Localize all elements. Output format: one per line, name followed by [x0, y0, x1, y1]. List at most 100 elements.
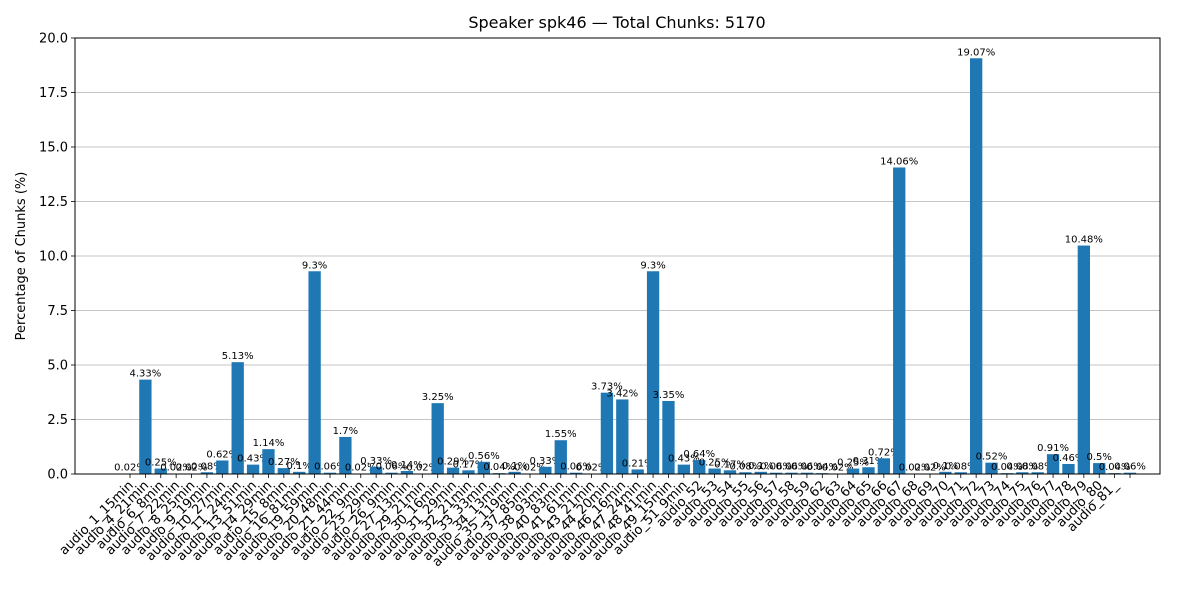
- value-label: 0.21%: [622, 458, 654, 469]
- bar: [893, 167, 906, 474]
- value-label: 0.06%: [314, 462, 346, 473]
- value-label: 0.1%: [933, 461, 958, 472]
- value-label: 0.17%: [714, 459, 746, 470]
- value-label: 3.73%: [591, 382, 623, 393]
- value-label: 0.02%: [114, 463, 146, 474]
- value-label: 0.04%: [806, 462, 838, 473]
- y-axis-label: Percentage of Chunks (%): [14, 172, 29, 341]
- value-label: 9.3%: [640, 260, 665, 271]
- value-label: 0.08%: [1006, 461, 1038, 472]
- value-label: 0.06%: [776, 462, 808, 473]
- value-label: 0.06%: [1114, 462, 1146, 473]
- value-label: 3.25%: [422, 392, 454, 403]
- bar: [1031, 472, 1044, 474]
- value-label: 0.25%: [837, 458, 869, 469]
- value-label: 0.04%: [1099, 462, 1131, 473]
- bar: [800, 472, 814, 474]
- value-label: 0.43%: [237, 454, 269, 465]
- value-label: 0.31%: [853, 456, 885, 467]
- value-label: 0.33%: [529, 456, 561, 467]
- bar: [616, 399, 629, 474]
- y-tick-label: 12.5: [39, 195, 68, 210]
- value-label: 0.91%: [1037, 443, 1069, 454]
- bar: [1046, 454, 1060, 474]
- value-label: 0.56%: [468, 451, 500, 462]
- value-label: 0.62%: [206, 449, 238, 460]
- value-label: 0.08%: [729, 461, 761, 472]
- value-label: 0.02%: [345, 463, 377, 474]
- value-label: 0.25%: [145, 458, 177, 469]
- bar: [462, 470, 475, 474]
- bar: [693, 460, 706, 474]
- value-label: 0.02%: [822, 463, 854, 474]
- bar: [1062, 463, 1075, 474]
- value-label: 0.06%: [560, 462, 592, 473]
- value-label: 0.72%: [868, 447, 900, 458]
- y-tick-label: 5.0: [47, 359, 68, 374]
- y-tick-label: 20.0: [39, 32, 68, 47]
- value-label: 5.13%: [222, 351, 254, 362]
- value-label: 0.5%: [1087, 452, 1112, 463]
- value-label: 3.42%: [606, 388, 638, 399]
- bar: [739, 472, 752, 474]
- value-label: 0.43%: [668, 454, 700, 465]
- bar: [600, 392, 614, 474]
- bar: [216, 460, 229, 474]
- y-tick-label: 17.5: [39, 86, 68, 101]
- bar: [631, 469, 644, 474]
- value-label: 0.06%: [376, 462, 408, 473]
- value-label: 0.1%: [502, 461, 527, 472]
- value-label: 0.06%: [760, 462, 792, 473]
- bar: [508, 471, 521, 474]
- value-label: 0.33%: [360, 456, 392, 467]
- value-label: 0.02%: [514, 463, 546, 474]
- chart-title: Speaker spk46 — Total Chunks: 5170: [468, 13, 765, 32]
- bar: [293, 471, 306, 474]
- value-label: 0.46%: [1053, 453, 1085, 464]
- bar: [785, 472, 798, 474]
- bar: [570, 472, 583, 474]
- bar: [846, 468, 860, 474]
- value-label: 0.25%: [699, 458, 731, 469]
- bar: [754, 471, 767, 474]
- bar: [446, 467, 460, 474]
- value-label: 19.07%: [957, 47, 995, 58]
- y-tick-label: 10.0: [39, 250, 68, 265]
- bar: [370, 466, 383, 474]
- value-label: 0.64%: [683, 449, 715, 460]
- value-label: 0.08%: [1022, 461, 1054, 472]
- value-label: 0.02%: [899, 463, 931, 474]
- value-label: 0.1%: [287, 461, 312, 472]
- bar: [939, 471, 952, 474]
- bar: [339, 436, 352, 474]
- bar: [708, 468, 721, 474]
- value-label: 0.06%: [791, 462, 823, 473]
- value-label: 0.02%: [406, 463, 438, 474]
- value-label: 0.17%: [453, 459, 485, 470]
- bar: [277, 468, 290, 474]
- bar: [954, 472, 967, 474]
- value-label: 0.29%: [437, 457, 469, 468]
- bar: [262, 449, 275, 474]
- bar: [985, 462, 998, 474]
- bar: [400, 470, 414, 474]
- y-tick-label: 2.5: [47, 413, 68, 428]
- bar: [231, 362, 244, 474]
- bar: [1123, 472, 1137, 474]
- bar: [970, 58, 983, 475]
- bar: [385, 472, 398, 474]
- value-label: 3.35%: [653, 390, 685, 401]
- bar: [246, 464, 260, 474]
- bar: [646, 271, 660, 474]
- value-label: 0.08%: [945, 461, 977, 472]
- bar: [1077, 245, 1090, 474]
- bar: [662, 400, 675, 474]
- bar: [323, 472, 337, 474]
- y-tick-label: 15.0: [39, 141, 68, 156]
- value-label: 14.06%: [880, 156, 918, 167]
- plot-frame: [74, 37, 1161, 475]
- value-label: 1.55%: [545, 429, 577, 440]
- value-label: 0.08%: [191, 461, 223, 472]
